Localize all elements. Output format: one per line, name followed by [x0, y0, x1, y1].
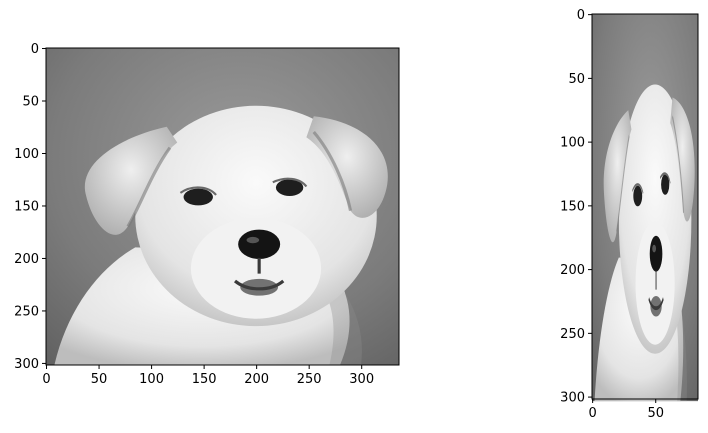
y-tick-label: 200 [560, 263, 585, 278]
x-tick-label: 0 [588, 406, 596, 421]
x-tick-label: 250 [297, 372, 322, 387]
x-tick-label: 100 [139, 372, 164, 387]
y-tick-label: 50 [568, 72, 585, 87]
y-tick-label: 250 [560, 327, 585, 342]
x-tick-label: 0 [42, 372, 50, 387]
x-tick-label: 50 [647, 406, 664, 421]
axes-squeezed: 0 50 0 50 100 150 200 250 300 [560, 8, 700, 421]
y-tick-label: 150 [560, 199, 585, 214]
y-tick-label: 100 [14, 147, 39, 162]
x-tick-label: 50 [91, 372, 108, 387]
x-tick-label: 200 [244, 372, 269, 387]
axes-frame [45, 47, 400, 366]
y-tick-label: 0 [31, 42, 39, 57]
y-tick-label: 0 [577, 8, 585, 23]
y-tick-label: 200 [14, 252, 39, 267]
y-tick-label: 250 [14, 304, 39, 319]
y-tick-label: 300 [560, 391, 585, 406]
axes-frame [591, 13, 699, 400]
image-squeezed [590, 12, 700, 404]
y-tick-label: 50 [22, 95, 39, 110]
x-tick-label: 300 [349, 372, 374, 387]
ticks-squeezed: 0 50 0 50 100 150 200 250 300 [560, 8, 664, 421]
y-tick-label: 150 [14, 199, 39, 214]
image-original [44, 46, 401, 367]
x-tick-label: 150 [192, 372, 217, 387]
y-tick-label: 300 [14, 357, 39, 372]
y-tick-label: 100 [560, 136, 585, 151]
